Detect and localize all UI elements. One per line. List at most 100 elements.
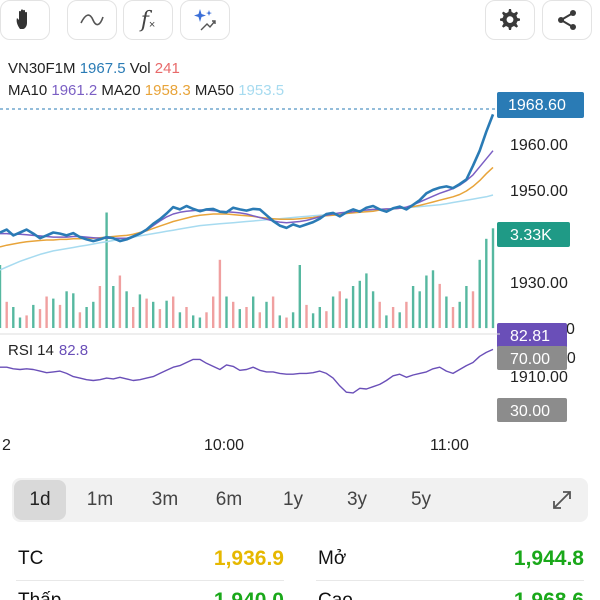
volume-bar [165,300,168,328]
volume-bar [311,313,315,328]
volume-bar [245,307,248,328]
volume-bar [65,291,68,329]
function-icon: f [140,7,149,33]
ma-legend: MA10 1961.2 MA20 1958.3 MA50 1953.5 [8,82,284,100]
volume-bar [85,307,88,328]
stat-divider [316,580,584,581]
ai-magic-button[interactable] [180,0,230,40]
volume-bar [491,228,495,329]
timeframe-selector: 1d 1m 3m 6m 1y 3y 5y [12,478,588,522]
volume-bar [0,265,2,328]
time-axis-label: 10:00 [204,437,244,454]
volume-bar [298,265,301,328]
share-button[interactable] [542,0,592,40]
settings-button[interactable] [485,0,535,40]
volume-bar [391,307,395,328]
volume-bar [465,286,468,328]
low-label: Thấp [18,590,61,600]
volume-bar [178,312,182,329]
volume-bar [338,291,341,329]
timeframe-1y[interactable]: 1y [282,489,304,510]
volume-bar [278,315,281,328]
volume-bar [52,298,55,328]
timeframe-6m[interactable]: 6m [215,489,243,510]
price-axis-label-partial: 0 [566,321,575,338]
tc-value: 1,936.9 [213,547,284,570]
timeframe-3m[interactable]: 3m [151,489,179,510]
hand-draw-button[interactable] [0,0,50,40]
volume-bar [252,296,255,328]
rsi-tag-text: 82.81 [510,328,550,345]
volume-bar [158,309,162,328]
volume-bar [378,301,381,329]
volume-bar [25,315,28,328]
expand-arrows-icon[interactable] [550,488,574,512]
volume-bar [358,280,361,329]
volume-bar [351,286,355,328]
volume-bar [485,238,488,329]
rsi-level-70-tag [497,346,567,370]
volume-bar [92,301,95,329]
rsi-label: RSI 14 82.8 [8,342,88,359]
volume-bar [318,307,321,328]
current-price-tag-text: 1968.60 [508,97,566,114]
price-legend: VN30F1M 1967.5 Vol 241 [8,60,180,78]
stat-divider [16,580,284,581]
rsi-line [0,348,494,394]
volume-bar [132,307,135,328]
timeframe-3y[interactable]: 3y [346,489,368,510]
rsi-tag [497,323,567,348]
chart-toolbar: f × [0,0,600,44]
volume-bar [172,296,175,328]
share-icon [558,10,576,30]
volume-bar [265,301,268,329]
volume-bar [305,304,308,328]
volume-bar [192,315,195,328]
volume-bar [18,317,22,328]
volume-bar [238,309,241,328]
rsi-level-30-tag [497,398,567,422]
timeframe-1d[interactable]: 1d [14,480,66,520]
volume-bar [38,309,42,328]
volume-bar [411,286,415,328]
volume-tag [497,222,570,247]
volume-bar [345,298,348,328]
volume-bar [112,286,115,328]
volume-bar [331,296,335,328]
open-value: 1,944.8 [513,547,584,570]
volume-bar [438,283,441,328]
volume-bar [291,312,295,329]
ma20-value: 1958.3 [144,82,191,99]
price-axis-label: 1930.00 [510,275,568,292]
price-value: 1967.5 [79,60,126,77]
time-axis-label: 11:00 [430,437,469,454]
volume-bar [285,317,288,328]
volume-bar [225,296,228,328]
volume-bar [205,312,208,329]
volume-bar [45,296,48,328]
price-chart[interactable]: 1960.00 1950.00 1930.00 0 00 1910.00 196… [0,44,600,464]
volume-bar [125,291,128,329]
volume-bar [371,291,375,329]
rsi-level-30-text: 30.00 [510,403,550,420]
price-axis-label: 1960.00 [510,137,568,154]
volume-bar [325,311,328,328]
wave-line-icon [80,14,104,26]
volume-bar [5,301,8,329]
volume-bar [478,259,481,329]
price-line [0,113,495,243]
volume-bar [365,273,368,328]
volume-bar [218,259,222,329]
timeframe-1m[interactable]: 1m [86,489,114,510]
timeframe-5y[interactable]: 5y [410,489,432,510]
ma10-value: 1961.2 [51,82,98,99]
tc-label: TC [18,548,44,569]
trendline-button[interactable] [67,0,117,40]
indicators-button[interactable]: f × [123,0,173,40]
volume-bar [258,312,261,329]
open-label: Mở [318,548,347,569]
volume-bar [385,315,388,328]
price-axis-label: 1950.00 [510,183,568,200]
ma10-label: MA10 [8,82,48,99]
volume-tag-text: 3.33K [510,227,552,244]
